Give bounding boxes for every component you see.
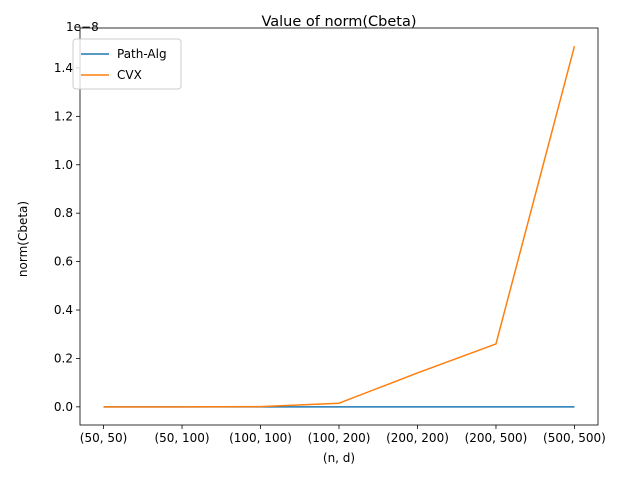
legend-box: [72, 38, 182, 90]
x-tick-label: (500, 500): [543, 431, 606, 445]
y-tick-label: 1.4: [54, 61, 73, 75]
x-tick-label: (100, 200): [308, 431, 371, 445]
y-tick-label: 1.0: [54, 158, 73, 172]
y-tick-label: 0.8: [54, 206, 73, 220]
y-tick-label: 0.0: [54, 400, 73, 414]
series-line-cvx: [103, 45, 576, 408]
legend: Path-Alg CVX: [72, 38, 182, 90]
chart-title: Value of norm(Cbeta): [261, 14, 416, 30]
x-tick-label: (50, 50): [80, 431, 128, 445]
plot-area: (50, 50) (50, 100) (100, 100) (100, 200) (20…: [54, 27, 606, 445]
x-tick-label: (50, 100): [154, 431, 209, 445]
x-tick-label: (200, 500): [465, 431, 528, 445]
y-tick-label: 0.4: [54, 303, 73, 317]
y-scale-offset-label: 1e−8: [66, 20, 99, 34]
legend-label: CVX: [117, 68, 142, 82]
y-tick-label: 1.2: [54, 109, 73, 123]
x-tick-label: (100, 100): [229, 431, 292, 445]
legend-label: Path-Alg: [117, 47, 167, 61]
y-tick-label: 0.2: [54, 351, 73, 365]
x-tick-label: (200, 200): [386, 431, 449, 445]
y-axis-label: norm(Cbeta): [16, 201, 30, 277]
y-tick-label: 0.6: [54, 255, 73, 269]
x-axis-label: (n, d): [323, 451, 355, 465]
